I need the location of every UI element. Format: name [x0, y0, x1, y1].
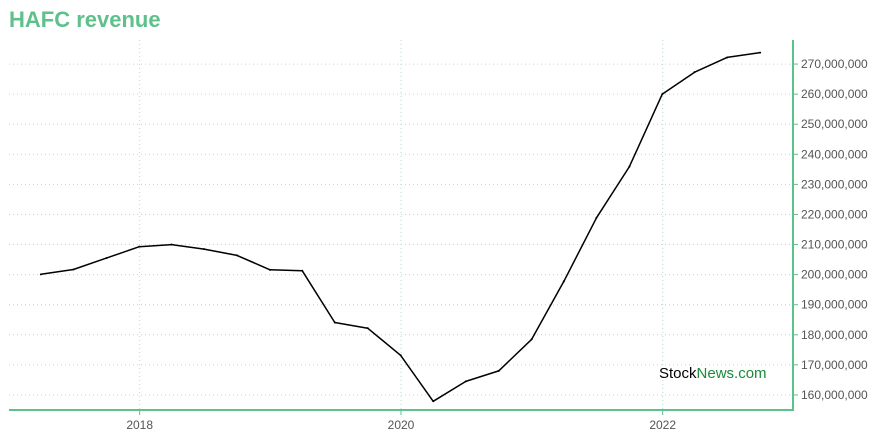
data-point: [203, 248, 206, 251]
watermark-part-news: News.com: [696, 365, 767, 382]
data-point: [105, 257, 108, 260]
data-point: [759, 51, 762, 54]
chart-title: HAFC revenue: [9, 7, 161, 32]
x-tick-label: 2020: [388, 418, 415, 432]
data-point: [530, 338, 533, 341]
data-point: [628, 165, 631, 168]
y-tick-label: 250,000,000: [801, 117, 868, 131]
data-point: [72, 268, 75, 271]
y-tick-label: 260,000,000: [801, 87, 868, 101]
y-tick-label: 190,000,000: [801, 298, 868, 312]
x-tick-label: 2022: [649, 418, 676, 432]
series-layer: [39, 51, 762, 403]
revenue-line: [40, 51, 761, 403]
tick-labels: 160,000,000 170,000,000 180,000,000 190,000…: [126, 57, 868, 432]
data-point: [39, 273, 42, 276]
x-tick-label: 2018: [126, 418, 153, 432]
axes: [9, 40, 798, 415]
data-point: [726, 56, 729, 59]
y-tick-label: 220,000,000: [801, 207, 868, 221]
y-tick-label: 240,000,000: [801, 147, 868, 161]
data-point: [236, 254, 239, 257]
y-tick-label: 160,000,000: [801, 388, 868, 402]
data-point: [562, 280, 565, 283]
y-tick-label: 230,000,000: [801, 177, 868, 191]
y-tick-label: 270,000,000: [801, 57, 868, 71]
data-point: [595, 216, 598, 219]
data-point: [138, 245, 141, 248]
grid-lines: [9, 40, 793, 410]
watermark-part-stock: Stock: [659, 365, 697, 382]
y-tick-label: 180,000,000: [801, 328, 868, 342]
data-point: [464, 380, 467, 383]
data-point: [301, 269, 304, 272]
data-point: [268, 268, 271, 271]
y-tick-label: 200,000,000: [801, 268, 868, 282]
data-point: [399, 354, 402, 357]
y-tick-label: 210,000,000: [801, 238, 868, 252]
data-point: [170, 243, 173, 246]
data-point: [333, 321, 336, 324]
data-point: [661, 93, 664, 96]
data-point: [366, 327, 369, 330]
data-point: [432, 400, 435, 403]
data-point: [497, 369, 500, 372]
data-point: [693, 71, 696, 74]
y-tick-label: 170,000,000: [801, 358, 868, 372]
watermark: StockNews.com: [659, 365, 767, 382]
